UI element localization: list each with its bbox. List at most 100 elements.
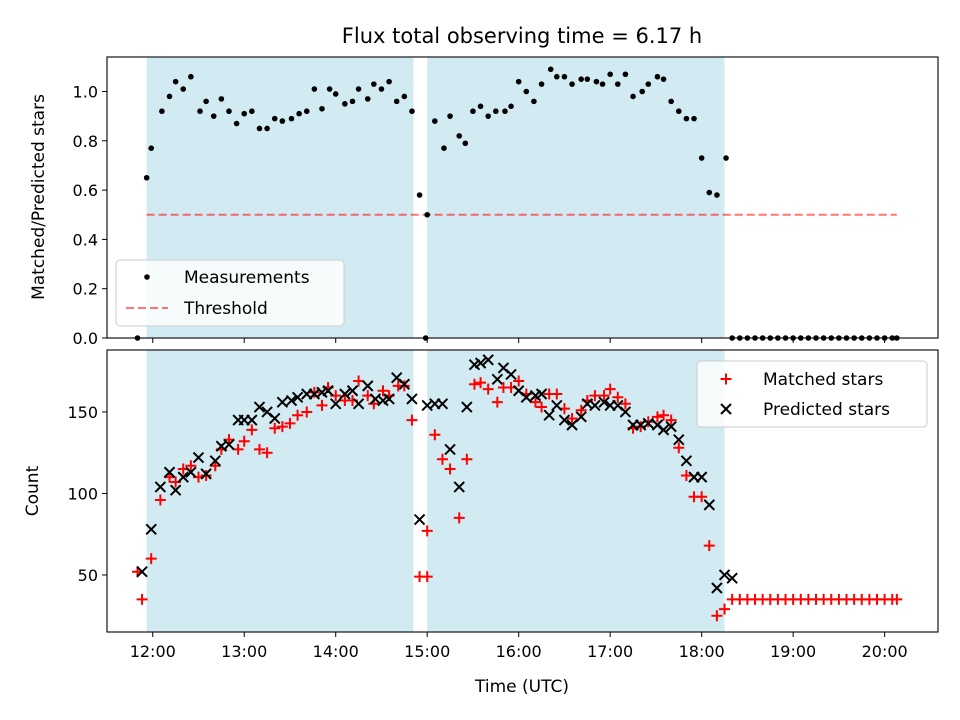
- data-point: [185, 460, 197, 472]
- x-axis-label: Time (UTC): [474, 677, 569, 697]
- data-point: [386, 78, 392, 85]
- legend-label: Threshold: [183, 299, 268, 319]
- data-point: [551, 399, 563, 412]
- data-point: [505, 368, 517, 381]
- data-point: [319, 105, 325, 112]
- data-point: [599, 81, 606, 87]
- data-point: [714, 192, 720, 198]
- data-point: [316, 399, 328, 411]
- data-point: [256, 125, 263, 132]
- data-point: [668, 98, 674, 105]
- data-point: [143, 174, 150, 181]
- y-tick-label: 0.2: [73, 280, 98, 299]
- data-point: [311, 86, 318, 92]
- data-point: [276, 396, 289, 408]
- y-tick-label: 50: [78, 566, 98, 585]
- data-point: [279, 118, 286, 124]
- data-point: [409, 108, 415, 115]
- data-point: [339, 388, 351, 400]
- data-point: [406, 393, 418, 405]
- data-point: [246, 414, 258, 426]
- data-point: [575, 404, 587, 416]
- data-point: [145, 553, 157, 565]
- data-point: [462, 140, 469, 147]
- data-point: [355, 86, 362, 92]
- data-point: [241, 110, 248, 117]
- data-point: [145, 523, 157, 536]
- legend-label: Predicted stars: [763, 400, 890, 420]
- data-point: [364, 96, 371, 102]
- data-point: [703, 499, 715, 511]
- x-tick-label: 19:00: [770, 642, 816, 661]
- chart-title: Flux total observing time = 6.17 h: [342, 24, 702, 48]
- x-tick-label: 20:00: [862, 642, 908, 661]
- data-point: [703, 540, 715, 552]
- data-point: [200, 468, 212, 480]
- data-point: [432, 118, 438, 124]
- data-point: [421, 525, 433, 537]
- data-point: [447, 113, 453, 119]
- data-point: [288, 115, 295, 122]
- data-point: [536, 401, 548, 413]
- data-point: [614, 81, 621, 87]
- legend-marker-measurements: [144, 274, 150, 280]
- top-panel: 0.0 0.2 0.4 0.6 0.8 1.0 Measurements Threshold: [73, 56, 939, 348]
- data-point: [665, 414, 677, 426]
- data-point: [238, 435, 250, 447]
- data-point: [180, 86, 187, 92]
- data-point: [163, 466, 176, 478]
- data-point: [529, 396, 541, 408]
- data-point: [346, 385, 359, 397]
- data-point: [398, 378, 411, 390]
- data-point: [547, 66, 554, 73]
- data-point: [566, 412, 578, 424]
- data-point: [218, 96, 225, 102]
- data-point: [675, 108, 682, 115]
- data-point: [424, 211, 431, 218]
- data-point: [148, 145, 155, 152]
- data-point: [891, 593, 903, 605]
- data-point: [598, 396, 610, 408]
- data-point: [493, 108, 499, 115]
- data-point: [444, 443, 456, 456]
- data-point: [515, 78, 522, 85]
- data-point: [362, 380, 374, 392]
- data-point: [657, 424, 670, 436]
- data-point: [660, 76, 667, 82]
- data-point: [185, 466, 197, 478]
- data-point: [177, 471, 189, 483]
- data-point: [232, 443, 244, 455]
- x-tick-label: 17:00: [587, 642, 633, 661]
- x-tick-label: 14:00: [313, 642, 359, 661]
- data-point: [612, 391, 624, 403]
- y-tick-label: 150: [67, 403, 98, 422]
- data-point: [253, 401, 266, 413]
- data-point: [718, 569, 731, 581]
- data-point: [269, 412, 281, 425]
- y-tick-label: 0.6: [73, 181, 98, 200]
- data-point: [210, 113, 217, 119]
- data-point: [456, 133, 463, 139]
- data-point: [342, 101, 348, 107]
- data-point: [352, 398, 365, 410]
- data-point: [558, 414, 571, 426]
- data-point: [619, 398, 631, 410]
- data-point: [575, 411, 587, 423]
- data-point: [470, 108, 476, 115]
- data-point: [502, 108, 508, 115]
- data-point: [192, 451, 205, 464]
- data-point: [683, 115, 690, 122]
- data-point: [226, 108, 232, 115]
- data-point: [651, 411, 663, 423]
- data-point: [619, 406, 632, 418]
- bottom-panel: 50 100 150 12:00 13:00 14:00 15:00 16:00 17:00 18…: [67, 349, 939, 661]
- data-point: [543, 409, 555, 421]
- data-point: [249, 108, 255, 115]
- data-point: [523, 88, 530, 95]
- data-point: [200, 470, 212, 482]
- data-point: [673, 442, 685, 454]
- data-point: [269, 422, 281, 434]
- data-point: [223, 438, 235, 451]
- data-point: [301, 406, 313, 418]
- data-point: [566, 419, 578, 431]
